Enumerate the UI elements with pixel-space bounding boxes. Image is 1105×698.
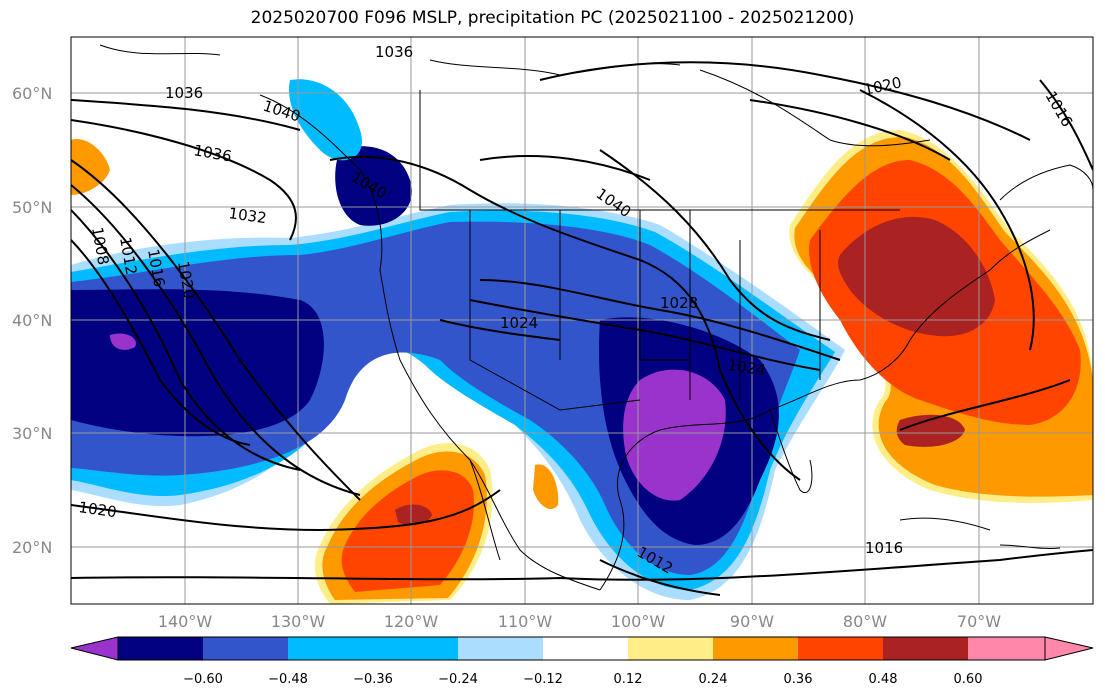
isobar-label-1020-sw: 1020	[77, 498, 117, 521]
pos-mex-orange	[533, 464, 559, 510]
lon-label-130w: 130°W	[271, 612, 326, 631]
colorbar: −0.60 −0.48 −0.36 −0.24 −0.12 0.12 0.24 …	[70, 636, 1094, 687]
lat-label-30n: 30°N	[12, 424, 52, 443]
lon-label-110w: 110°W	[498, 612, 553, 631]
lon-label-120w: 120°W	[384, 612, 439, 631]
lon-label-70w: 70°W	[957, 612, 1001, 631]
graticule	[71, 37, 1093, 604]
lat-label-20n: 20°N	[12, 538, 52, 557]
neg-nw-navy	[335, 146, 412, 226]
colorbar-segment-4	[373, 637, 458, 660]
colorbar-tick-1: −0.60	[183, 672, 223, 687]
colorbar-tick-4: −0.24	[438, 672, 478, 687]
colorbar-outline	[117, 636, 1046, 661]
lon-label-90w: 90°W	[730, 612, 774, 631]
pos-east-darkred	[838, 216, 995, 337]
colorbar-segment-8	[713, 637, 798, 660]
colorbar-segment-3	[288, 637, 373, 660]
lat-label-60n: 60°N	[12, 84, 52, 103]
lon-label-140w: 140°W	[158, 612, 213, 631]
map-title: 2025020700 F096 MSLP, precipitation PC (…	[250, 8, 855, 28]
lat-label-40n: 40°N	[12, 311, 52, 330]
neg-band-navy	[71, 289, 324, 437]
pos-atlantic-darkred	[896, 414, 965, 447]
colorbar-segment-2	[203, 637, 288, 660]
colorbar-left-arrow	[70, 636, 119, 661]
latitude-labels: 60°N 50°N 40°N 30°N 20°N	[12, 84, 52, 557]
pos-pac-red	[341, 470, 474, 592]
colorbar-tick-10: 0.60	[954, 672, 983, 687]
colorbar-segment-7	[628, 637, 713, 660]
colorbar-segment-11	[968, 637, 1045, 660]
colorbar-segment-5	[458, 637, 543, 660]
isobar-label-1032: 1032	[227, 204, 267, 227]
pos-nw-orange	[71, 139, 110, 195]
map-frame	[70, 36, 1094, 605]
neg-texas-purple	[623, 369, 726, 501]
isobar-label-1036-nw: 1036	[165, 84, 203, 102]
neg-nw-blue-patch	[289, 79, 362, 161]
colorbar-tick-7: 0.24	[699, 672, 728, 687]
colorbar-tick-9: 0.48	[869, 672, 898, 687]
isobars	[71, 61, 1093, 596]
pos-pac-darkred	[395, 504, 432, 526]
colorbar-tick-8: 0.36	[784, 672, 813, 687]
lon-label-80w: 80°W	[843, 612, 887, 631]
colorbar-tick-6: 0.12	[614, 672, 643, 687]
isobar-label-1028: 1028	[660, 294, 698, 312]
isobar-label-1016-carib: 1016	[865, 539, 903, 557]
lon-label-100w: 100°W	[611, 612, 666, 631]
colorbar-segment-9	[798, 637, 883, 660]
colorbar-segment-10	[883, 637, 968, 660]
isobar-label-1024-plains: 1024	[726, 356, 766, 379]
colorbar-right-arrow	[1044, 636, 1094, 661]
colorbar-tick-2: −0.48	[268, 672, 308, 687]
coastlines	[99, 44, 1093, 591]
longitude-labels: 140°W 130°W 120°W 110°W 100°W 90°W 80°W …	[158, 612, 1001, 631]
isobar-label-1024-rockies: 1024	[500, 314, 538, 332]
isobar-label-1036-top: 1036	[375, 43, 413, 61]
colorbar-tick-3: −0.36	[353, 672, 393, 687]
lat-label-50n: 50°N	[12, 198, 52, 217]
colorbar-tick-5: −0.12	[523, 672, 563, 687]
neg-pacific-purple	[110, 333, 136, 350]
colorbar-segment-6	[543, 637, 628, 660]
isobar-labels: 1036 1036 1040 1036 1040 1032 1040 1020 …	[77, 43, 1076, 578]
colorbar-segment-1	[118, 637, 203, 660]
